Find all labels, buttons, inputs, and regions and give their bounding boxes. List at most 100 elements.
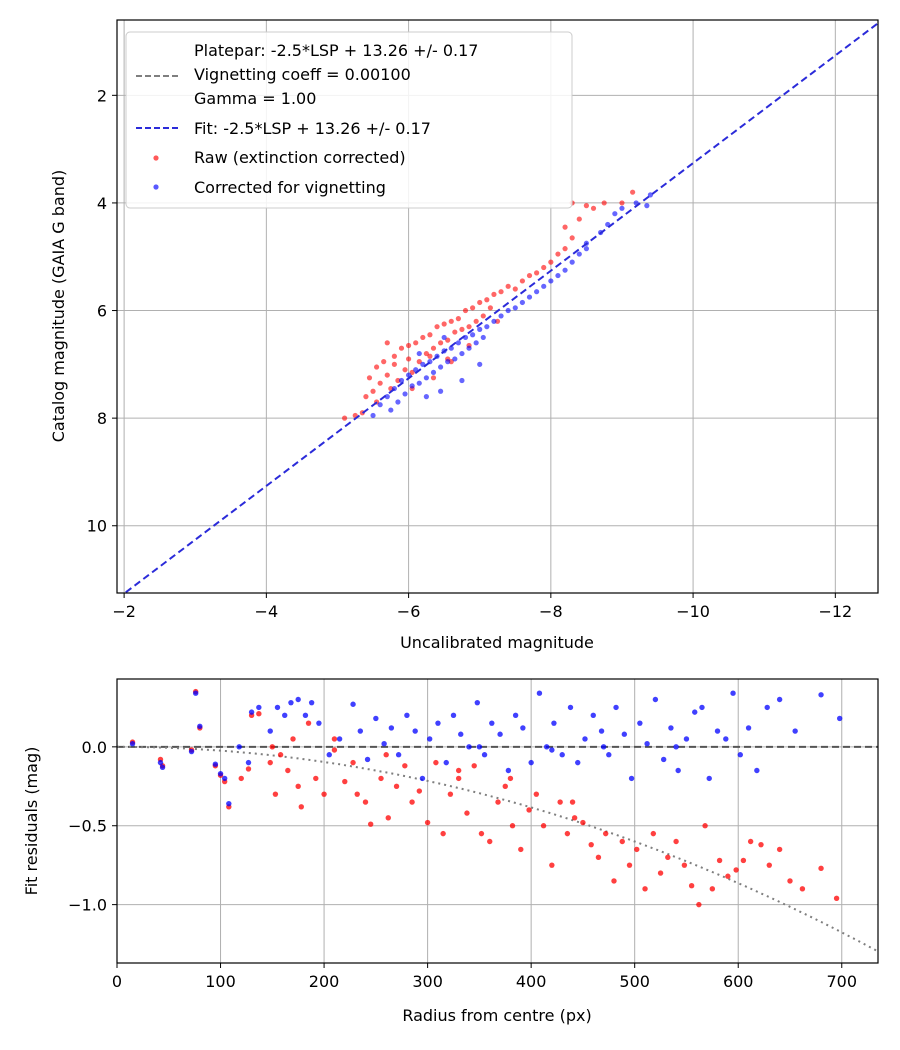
- corrected-point: [416, 350, 422, 357]
- raw-residual-point: [602, 830, 609, 837]
- raw-residual-point: [487, 838, 493, 845]
- raw-residual-point: [709, 886, 716, 892]
- corrected-residual-point: [621, 731, 628, 737]
- raw-point: [569, 235, 575, 241]
- corrected-residual-point: [637, 720, 643, 726]
- corrected-point: [612, 211, 618, 217]
- raw-residual-point: [569, 799, 576, 805]
- corrected-point: [562, 267, 568, 273]
- raw-residual-point: [409, 799, 415, 805]
- corrected-point: [569, 259, 575, 265]
- raw-residual-point: [716, 857, 723, 864]
- corrected-residual-point: [245, 759, 252, 766]
- raw-residual-point: [747, 838, 754, 845]
- corrected-residual-point: [226, 800, 232, 807]
- corrected-residual-point: [699, 704, 705, 711]
- raw-residual-point: [362, 799, 369, 805]
- corrected-point: [505, 307, 511, 314]
- raw-residual-point: [471, 763, 477, 769]
- raw-point: [619, 200, 625, 206]
- raw-point: [601, 200, 607, 206]
- raw-residual-point: [776, 846, 783, 853]
- corrected-point: [576, 251, 582, 257]
- raw-residual-point: [277, 752, 284, 758]
- top-plot-frame: [116, 19, 879, 594]
- raw-point: [494, 318, 501, 324]
- corrected-residual-point: [336, 736, 343, 742]
- bottom-x-tick-label: 100: [205, 972, 236, 991]
- bottom-y-axis-label: Fit residuals (mag): [22, 747, 41, 896]
- corrected-residual-point: [628, 775, 635, 782]
- calibration-scatter-chart: −2 −4 −6 −8 −10 −12 2 4 6 8 10 Uncalibrated magni…: [49, 19, 879, 652]
- corrected-point: [583, 246, 590, 252]
- top-x-tick-label: −4: [255, 602, 279, 621]
- corrected-point: [491, 318, 497, 324]
- raw-point: [341, 415, 348, 421]
- raw-residual-point: [245, 766, 252, 772]
- raw-residual-point: [393, 783, 400, 789]
- corrected-residual-point: [157, 759, 164, 766]
- raw-point: [366, 375, 373, 381]
- raw-residual-point: [385, 815, 391, 821]
- bottom-y-ticks: 0.0 −0.5 −1.0: [68, 738, 117, 915]
- corrected-residual-point: [450, 712, 457, 718]
- raw-residual-point: [447, 791, 454, 797]
- corrected-residual-point: [357, 728, 364, 734]
- corrected-residual-point: [388, 725, 395, 731]
- raw-residual-point: [331, 747, 338, 753]
- corrected-point: [619, 205, 625, 211]
- corrected-residual-point: [474, 699, 481, 706]
- raw-point: [519, 278, 525, 284]
- corrected-point: [370, 412, 376, 419]
- top-y-tick-label: 10: [87, 517, 107, 536]
- raw-residual-point: [571, 815, 578, 821]
- corrected-point: [455, 340, 461, 346]
- corrected-residual-point: [404, 712, 410, 718]
- corrected-residual-point: [236, 744, 242, 750]
- fit-line: [123, 22, 878, 593]
- corrected-point: [534, 289, 540, 295]
- raw-point: [405, 356, 412, 362]
- raw-point: [470, 305, 476, 311]
- corrected-residual-point: [505, 767, 512, 774]
- raw-point: [363, 394, 369, 400]
- raw-point: [391, 361, 397, 367]
- raw-point: [466, 324, 472, 330]
- raw-point: [427, 332, 433, 338]
- raw-point: [452, 329, 458, 335]
- raw-residual-point: [799, 886, 806, 892]
- corrected-residual-point: [520, 725, 526, 731]
- corrected-point: [384, 394, 390, 400]
- corrected-residual-point: [675, 767, 681, 774]
- raw-point: [416, 359, 422, 365]
- raw-point: [384, 372, 390, 378]
- corrected-residual-point: [730, 690, 736, 696]
- corrected-residual-point: [489, 720, 495, 726]
- top-x-tick-label: −12: [818, 602, 852, 621]
- raw-residual-point: [424, 819, 431, 826]
- corrected-residual-point: [476, 744, 483, 750]
- raw-residual-point: [433, 759, 439, 766]
- corrected-point: [459, 350, 465, 357]
- corrected-residual-point: [536, 690, 543, 696]
- raw-point: [384, 340, 390, 346]
- corrected-residual-point: [606, 752, 612, 758]
- top-y-ticks: 2 4 6 8 10: [87, 86, 117, 536]
- legend-text-platepar: Platepar: -2.5*LSP + 13.26 +/- 0.17: [194, 41, 478, 60]
- corrected-point: [377, 402, 383, 408]
- corrected-point: [409, 383, 415, 389]
- raw-residual-point: [518, 846, 524, 853]
- corrected-residual-point: [308, 699, 315, 706]
- corrected-residual-point: [549, 747, 555, 753]
- raw-residual-point: [416, 788, 423, 794]
- raw-residual-point: [758, 841, 764, 848]
- raw-residual-point: [595, 854, 602, 860]
- raw-residual-point: [321, 791, 327, 797]
- raw-residual-point: [378, 775, 384, 782]
- raw-residual-point: [540, 823, 547, 829]
- bottom-x-axis-label: Radius from centre (px): [402, 1006, 591, 1025]
- raw-point: [590, 205, 597, 211]
- corrected-residual-point: [381, 740, 387, 747]
- corrected-residual-point: [723, 736, 729, 742]
- corrected-residual-point: [497, 731, 503, 737]
